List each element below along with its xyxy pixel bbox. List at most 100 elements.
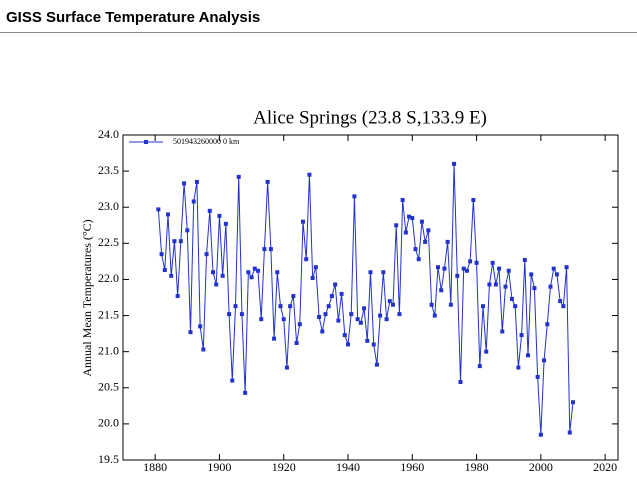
y-tick-label: 23.0 <box>98 199 119 213</box>
data-point <box>236 174 241 179</box>
data-point <box>426 228 431 233</box>
data-point <box>175 294 180 299</box>
data-point <box>326 304 331 309</box>
data-point <box>317 315 322 319</box>
data-point <box>513 304 518 309</box>
data-point <box>419 219 424 224</box>
series-line <box>157 163 574 435</box>
data-point <box>487 282 492 287</box>
data-point <box>185 228 190 233</box>
data-point <box>365 338 370 343</box>
x-tick-label: 2000 <box>529 460 553 474</box>
data-point <box>362 306 367 311</box>
data-point <box>201 347 206 352</box>
data-point <box>252 266 257 271</box>
data-point <box>374 362 379 367</box>
data-point <box>529 272 534 277</box>
data-point <box>288 304 293 309</box>
data-point <box>407 214 412 219</box>
data-point <box>294 341 299 345</box>
y-tick-label: 22.0 <box>98 271 119 285</box>
data-point <box>455 273 460 278</box>
data-point <box>403 230 408 235</box>
data-point <box>400 198 405 202</box>
data-point <box>166 212 170 217</box>
data-point <box>313 265 318 270</box>
data-point <box>342 333 347 338</box>
y-tick-label: 20.0 <box>98 416 119 430</box>
data-point <box>471 198 476 202</box>
y-tick-label: 24.0 <box>98 127 119 141</box>
data-point <box>410 216 415 221</box>
data-point <box>230 378 235 383</box>
y-tick-label: 22.5 <box>98 235 119 249</box>
legend-marker <box>144 140 148 144</box>
data-point <box>156 207 161 212</box>
x-tick-label: 2020 <box>593 460 617 474</box>
data-point <box>358 320 363 325</box>
x-tick-label: 1980 <box>465 460 489 474</box>
data-point <box>445 239 450 244</box>
data-point <box>474 260 479 265</box>
data-point <box>169 273 174 278</box>
data-point <box>484 349 489 354</box>
data-point <box>368 270 373 275</box>
data-point <box>262 247 267 252</box>
data-point <box>301 219 305 224</box>
data-point <box>564 265 569 270</box>
data-point <box>452 161 457 166</box>
data-point <box>214 282 219 287</box>
data-point <box>239 312 244 317</box>
data-point <box>442 266 447 271</box>
data-point <box>461 266 466 271</box>
data-point <box>516 365 521 370</box>
data-point <box>384 317 389 322</box>
data-point <box>281 317 286 322</box>
data-point <box>333 282 338 287</box>
data-point <box>558 299 563 304</box>
data-point <box>458 380 463 384</box>
data-point <box>297 322 302 327</box>
x-tick-label: 1960 <box>400 460 424 474</box>
data-point <box>178 239 183 244</box>
data-point <box>191 199 196 204</box>
data-point <box>291 294 296 299</box>
x-tick-label: 1900 <box>207 460 231 474</box>
data-point <box>336 318 341 323</box>
data-point <box>477 364 482 369</box>
y-tick-label: 21.0 <box>98 343 119 357</box>
data-point <box>500 329 505 334</box>
data-point <box>256 268 260 273</box>
y-tick-label: 19.5 <box>98 452 119 466</box>
data-point <box>387 299 392 304</box>
data-point <box>394 223 399 228</box>
header-rule <box>0 32 637 33</box>
data-point <box>538 432 543 437</box>
data-point <box>397 312 402 317</box>
data-point <box>272 336 277 341</box>
data-point <box>227 312 232 317</box>
data-point <box>278 304 283 309</box>
data-point <box>223 221 228 226</box>
data-point <box>310 276 315 280</box>
data-point <box>249 275 254 280</box>
data-point <box>554 272 559 277</box>
data-point <box>522 257 527 262</box>
data-point <box>439 288 444 293</box>
data-point <box>304 257 309 262</box>
data-point <box>545 322 550 327</box>
data-point <box>284 365 289 370</box>
page-title: GISS Surface Temperature Analysis <box>6 9 261 26</box>
plot-frame <box>122 134 619 461</box>
y-axis-label: Annual Mean Temperatures (°C) <box>80 219 94 376</box>
data-point <box>503 284 508 289</box>
data-point <box>275 270 280 275</box>
data-point <box>497 266 502 271</box>
data-point <box>493 282 498 287</box>
data-point <box>204 252 209 257</box>
data-point <box>468 259 473 264</box>
chart-title: Alice Springs (23.8 S,133.9 E) <box>253 107 487 128</box>
data-point <box>188 330 193 335</box>
